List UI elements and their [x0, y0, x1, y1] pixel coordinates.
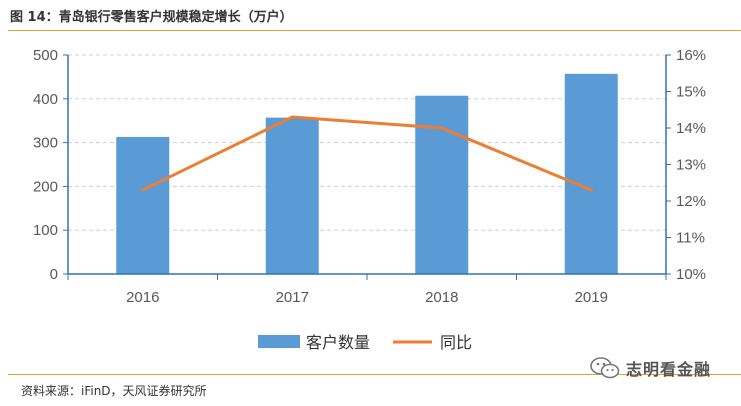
y-tick-label: 200 [33, 178, 58, 195]
x-tick-label: 2018 [425, 289, 458, 306]
legend-label-bar: 客户数量 [306, 333, 370, 352]
line-point [589, 188, 593, 192]
line-point [290, 115, 294, 119]
y2-tick-label: 10% [676, 266, 706, 283]
line-series-yoy [141, 115, 593, 192]
legend-swatch-bar [258, 335, 300, 348]
x-tick-label: 2017 [276, 289, 309, 306]
watermark: 志明看金融 [590, 356, 711, 380]
watermark-text: 志明看金融 [626, 360, 712, 379]
y-tick-label: 500 [33, 47, 58, 64]
y2-tick-label: 15% [676, 84, 706, 101]
title-divider [8, 30, 741, 31]
line-point [141, 188, 145, 192]
source-note: 资料来源：iFinD，天风证券研究所 [21, 384, 207, 398]
bar [116, 136, 170, 274]
bar [564, 73, 618, 274]
y-tick-label: 0 [50, 266, 58, 283]
footer-divider [8, 374, 741, 375]
line-point [440, 126, 444, 130]
y2-tick-label: 12% [676, 193, 706, 210]
y2-tick-label: 16% [676, 47, 706, 64]
figure-title: 图 14：青岛银行零售客户规模稳定增长（万户） [10, 10, 293, 25]
bar [415, 95, 469, 274]
y-tick-label: 300 [33, 135, 58, 152]
y2-tick-label: 11% [676, 230, 705, 247]
x-tick-label: 2019 [575, 289, 608, 306]
bar [265, 117, 319, 274]
wechat-icon [590, 357, 620, 379]
chart: 0 100 200 300 400 500 10% 11% 12% 13% 14% 15% 16% 201… [33, 47, 706, 352]
y-tick-label: 100 [33, 222, 58, 239]
y2-tick-label: 14% [676, 120, 706, 137]
y-tick-label: 400 [33, 91, 58, 108]
legend-label-line: 同比 [440, 333, 472, 352]
y2-tick-label: 13% [676, 157, 706, 174]
x-tick-label: 2016 [126, 289, 159, 306]
